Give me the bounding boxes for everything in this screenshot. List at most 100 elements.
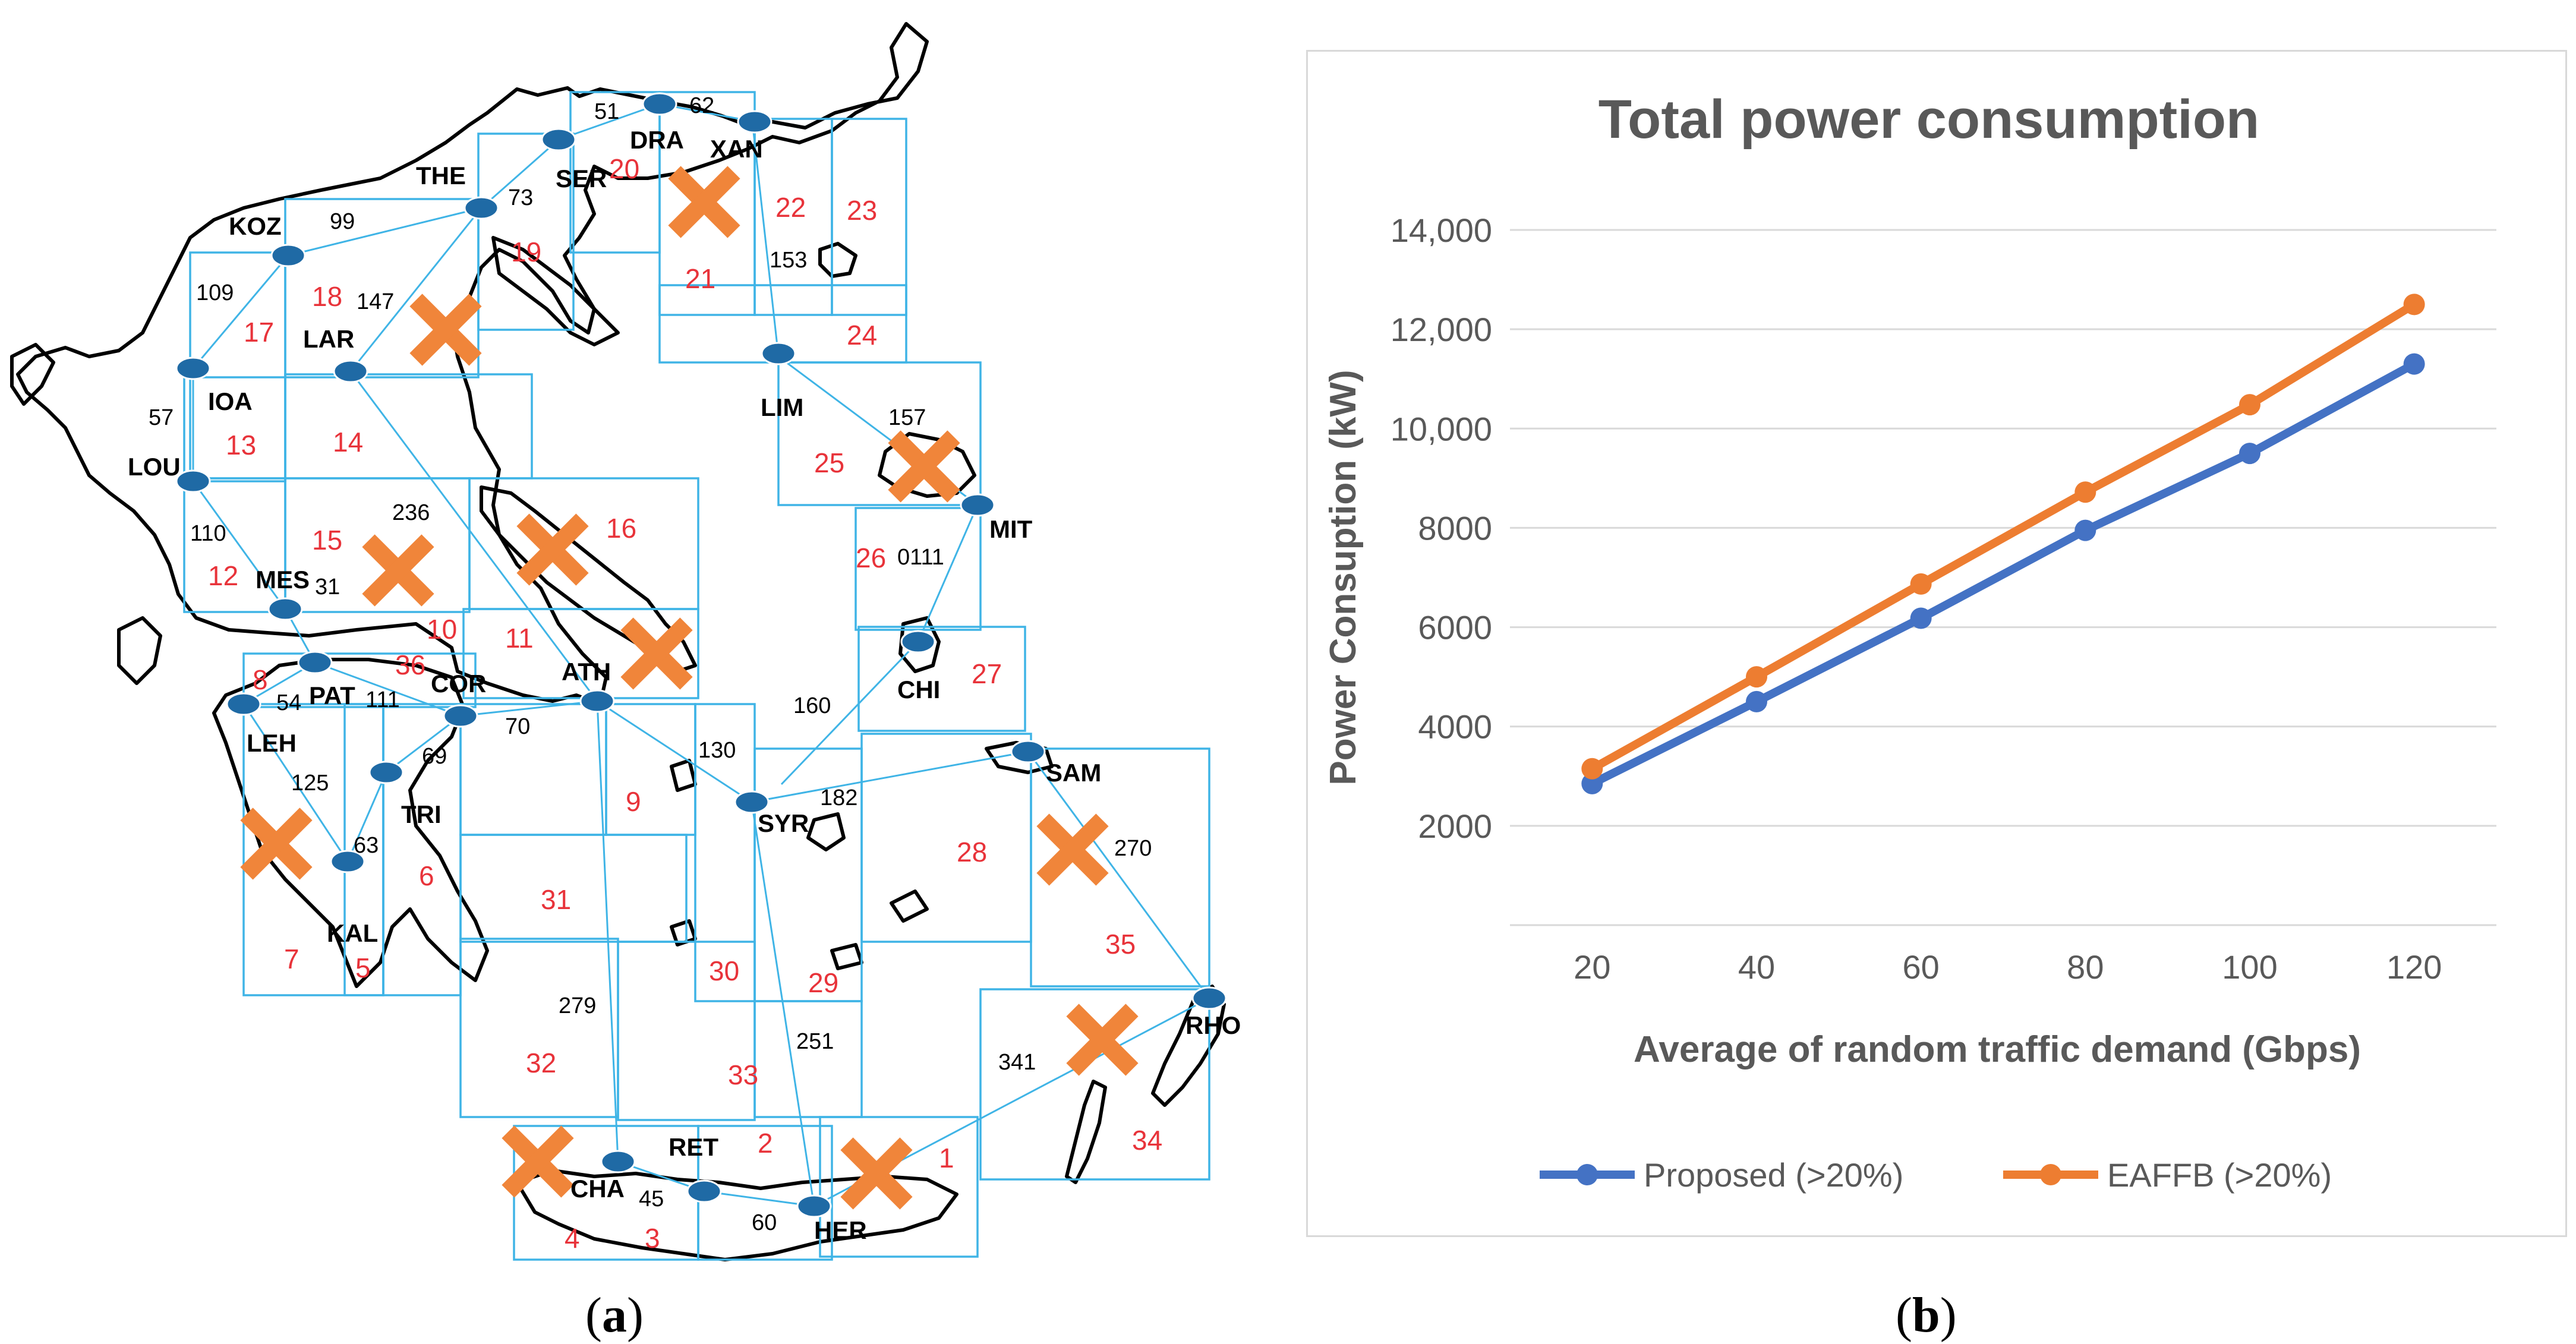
cell [831,118,907,316]
link-label: 51 [594,99,619,124]
x-tick-labels: 20 40 60 80 100 120 [1574,948,2442,986]
region-number: 19 [511,236,541,267]
link-label: 125 [291,771,329,796]
link-label: 60 [752,1210,777,1235]
node-label: HER [814,1216,867,1244]
link [242,703,349,862]
link-label: 182 [820,785,857,810]
link [346,772,387,862]
chalkidiki-coast [491,236,620,346]
link-label: 236 [392,500,430,525]
router-icon [443,704,478,728]
link-label: 70 [505,714,530,739]
region-number: 21 [685,263,715,294]
y-axis-label: Power Consuption (kW) [1323,370,1364,785]
cell [777,361,982,506]
link-label: 130 [698,738,736,763]
failure-crosses [240,166,1139,1210]
link [1027,751,1210,999]
region-number: 35 [1105,929,1136,960]
router-icon [270,244,306,267]
cross-icon [1036,813,1109,886]
lesvos-coast [878,432,976,498]
cross-icon [888,430,960,503]
series-layer [1581,294,2425,794]
cell [459,703,607,836]
cell [857,626,1026,732]
data-point [1910,573,1932,595]
cell [183,376,286,482]
node-label: XAN [710,135,763,163]
link [704,1190,815,1207]
link [751,802,815,1207]
chios-coast [898,616,941,673]
region-number: 10 [427,614,457,645]
region-number: 20 [609,153,639,184]
x-tick-label: 120 [2386,948,2442,986]
x-tick-label: 40 [1738,948,1775,986]
data-point [2403,294,2425,316]
link-label: 157 [888,405,926,430]
node-label: MIT [989,515,1033,543]
router-icon [1191,986,1227,1010]
data-point [2239,394,2260,416]
region-number: 9 [626,786,641,817]
y-tick-labels: 2000 4000 6000 8000 10,000 12,000 14,000 [1391,212,1492,845]
router-icon [900,630,936,654]
node-label: KOZ [229,212,282,240]
router-icon [600,1150,636,1173]
chart-panel: Total power consumption 2000 4000 6000 8000… [1306,50,2567,1237]
router-icon [368,761,404,784]
link [751,115,780,357]
router-icon [297,651,333,674]
data-point [2239,443,2260,465]
cyclades-island-3 [890,889,929,923]
node-label: CHA [570,1175,625,1203]
y-tick-label: 2000 [1418,807,1492,845]
region-number: 26 [856,542,886,573]
link-label: 110 [190,521,226,546]
cell [819,1116,979,1258]
router-icon [541,128,576,152]
link-label: 31 [315,575,340,600]
link [780,641,919,785]
karpathos-coast [1065,1080,1107,1184]
region-number: 7 [284,944,299,974]
node-label: ATH [562,658,611,686]
region-number: 27 [972,658,1002,689]
legend: Proposed (>20%) EAFFB (>20%) [1540,1156,2332,1194]
node-label: PAT [309,682,355,709]
cross-icon [409,294,482,366]
cross-icon [240,807,313,880]
node-label: IOA [208,387,253,415]
link [597,700,752,803]
cross-icon [1066,1004,1139,1076]
data-point [1910,607,1932,629]
region-number: 2 [758,1128,773,1159]
legend-swatch-marker [2040,1164,2061,1185]
x-tick-label: 60 [1903,948,1940,986]
grid-cells [183,91,1210,1261]
region-number: 33 [728,1059,758,1090]
y-tick-label: 12,000 [1391,311,1492,348]
link-label: 45 [639,1187,664,1212]
y-tick-label: 6000 [1418,609,1492,646]
data-point [1581,772,1603,794]
region-number: 15 [312,525,342,556]
link [460,700,598,717]
router-icon [737,110,773,134]
node-label: KAL [327,919,378,947]
region-number: 4 [565,1223,580,1254]
region-number: 23 [847,195,877,226]
link [192,481,286,610]
x-axis-label: Average of random traffic demand (Gbps) [1634,1029,2361,1070]
node-label: MES [256,566,310,594]
router-icon [734,790,770,814]
region-number: 25 [814,447,844,478]
series-line [1590,360,2417,788]
link-label: 160 [793,693,831,718]
router-icon [226,692,261,716]
region-number: 17 [244,317,274,348]
region-numbers: 1 2 3 4 5 6 7 8 9 10 11 12 13 14 15 16 1… [208,153,1162,1254]
link-weight-labels: 51 62 73 99 109 147 57 110 236 31 54 111… [149,93,1152,1235]
